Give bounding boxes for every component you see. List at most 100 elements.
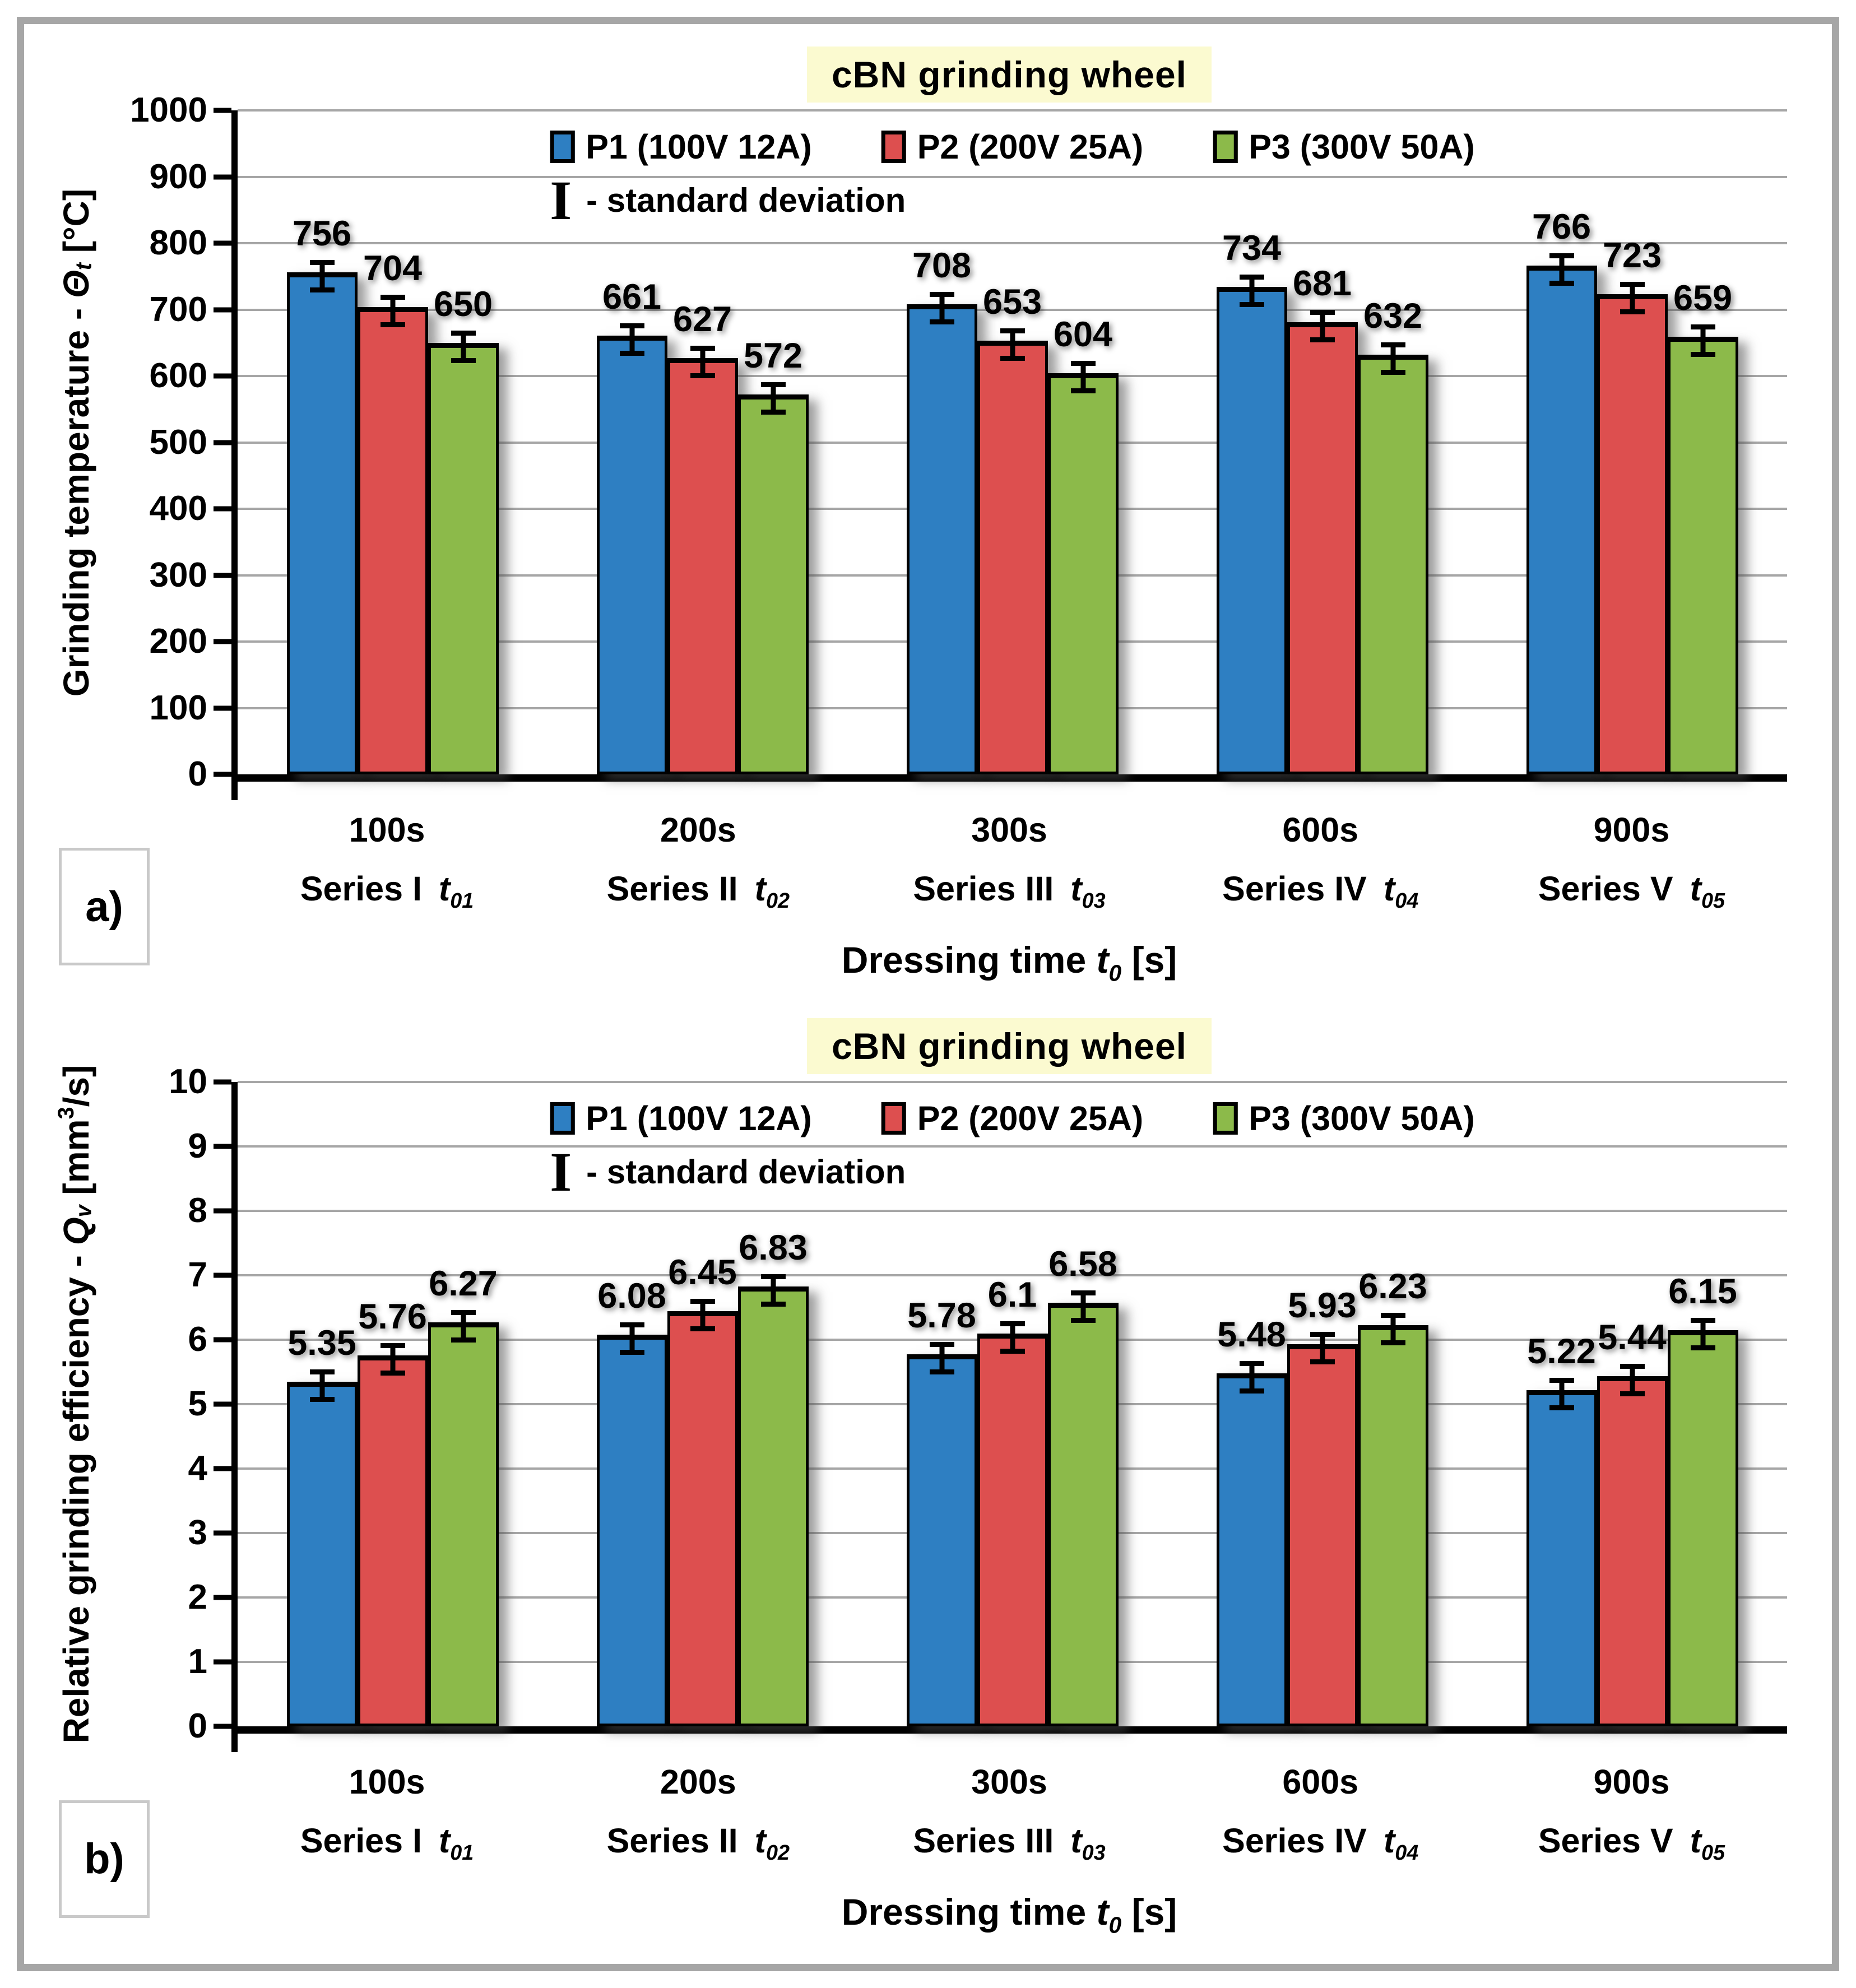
y-tick-label: 700 bbox=[149, 290, 207, 329]
bar-value-label: 681 bbox=[1292, 264, 1352, 304]
y-tick-mark bbox=[214, 1724, 231, 1729]
bar-p2: 704 bbox=[357, 250, 428, 774]
category-time-label: 100s bbox=[349, 1763, 425, 1801]
error-bar-line bbox=[461, 1310, 466, 1343]
y-tick-label: 5 bbox=[188, 1385, 207, 1424]
bar-p2: 681 bbox=[1287, 266, 1358, 774]
error-bar bbox=[1549, 1377, 1574, 1410]
bar-p3: 6.58 bbox=[1047, 1246, 1119, 1727]
y-tick-mark bbox=[214, 1595, 231, 1600]
category-200s: 200s Series II t02 bbox=[542, 813, 853, 912]
error-bar-line bbox=[390, 1343, 395, 1376]
series-name: Series III bbox=[913, 870, 1054, 908]
bar-p2: 5.76 bbox=[357, 1299, 428, 1727]
panel-label: a) bbox=[85, 882, 123, 931]
error-bar-bottom-cap bbox=[1070, 388, 1096, 394]
category-time-label: 100s bbox=[349, 811, 425, 849]
error-bar bbox=[1690, 1318, 1715, 1351]
series-t-subscript: 02 bbox=[765, 1841, 790, 1865]
bar-value-label: 734 bbox=[1222, 229, 1282, 268]
bar-value-label: 6.08 bbox=[597, 1276, 666, 1316]
bar-value-label: 6.23 bbox=[1358, 1266, 1427, 1306]
error-bar-line bbox=[1630, 282, 1635, 315]
plot-row: Relative grinding efficiency - Qv [mm3/s… bbox=[24, 1065, 1787, 1753]
error-bar-line bbox=[1559, 1377, 1564, 1410]
error-bar-line bbox=[319, 1369, 324, 1402]
figure-frame: cBN grinding wheel Grinding temperature -… bbox=[17, 17, 1839, 1971]
error-bar-bottom-cap bbox=[1239, 1388, 1264, 1394]
error-bar-line bbox=[390, 294, 395, 327]
bar-p2: 6.1 bbox=[977, 1277, 1048, 1727]
error-bar-bottom-cap bbox=[1549, 281, 1574, 286]
series-label: Series I t01 bbox=[231, 1824, 542, 1864]
error-bar bbox=[619, 1322, 644, 1355]
y-axis-symbol-subscript: t bbox=[71, 262, 96, 270]
error-bar-bottom-cap bbox=[1000, 1348, 1025, 1354]
category-time-label: 300s bbox=[971, 1763, 1047, 1801]
chart-title: cBN grinding wheel bbox=[806, 1018, 1212, 1075]
bar-value-label: 661 bbox=[602, 277, 662, 317]
y-tick-label: 8 bbox=[188, 1191, 207, 1230]
error-bar bbox=[1310, 1332, 1335, 1365]
bar-p3: 604 bbox=[1047, 317, 1119, 774]
y-tick-label: 9 bbox=[188, 1127, 207, 1166]
bar-value-label: 5.48 bbox=[1217, 1315, 1286, 1355]
category-600s: 600s Series IV t04 bbox=[1165, 1765, 1476, 1864]
series-t-symbol: t bbox=[1690, 1822, 1701, 1860]
series-label: Series III t03 bbox=[853, 872, 1164, 912]
legend-swatch-p1 bbox=[550, 1102, 575, 1135]
error-bar-line bbox=[1390, 342, 1395, 375]
gridline bbox=[238, 1210, 1787, 1213]
legend-items-row: P1 (100V 12A) P2 (200V 25A) P3 (300V 50A) bbox=[550, 1099, 1475, 1138]
bar-group: 766 723 659 bbox=[1477, 110, 1787, 774]
error-bar-bottom-cap bbox=[1380, 1340, 1405, 1345]
series-t-symbol: t bbox=[754, 870, 766, 908]
error-bar bbox=[1239, 1361, 1264, 1394]
y-tick-label: 0 bbox=[188, 755, 207, 793]
bar-p2: 5.93 bbox=[1287, 1288, 1358, 1727]
bar-value-label: 5.35 bbox=[287, 1323, 356, 1363]
legend-swatch-p3 bbox=[1213, 131, 1238, 163]
legend-item-label: P2 (200V 25A) bbox=[917, 128, 1144, 166]
series-name: Series III bbox=[913, 1822, 1054, 1860]
category-200s: 200s Series II t02 bbox=[542, 1765, 853, 1864]
error-bar-bottom-cap bbox=[690, 1326, 715, 1331]
panel-label-box: b) bbox=[59, 1800, 150, 1918]
series-label: Series II t02 bbox=[542, 872, 853, 912]
series-t-symbol: t bbox=[1383, 1822, 1395, 1860]
error-bar bbox=[309, 260, 335, 293]
bar-p2: 723 bbox=[1597, 238, 1668, 774]
error-bar-line bbox=[629, 1322, 634, 1355]
gridline bbox=[238, 1274, 1787, 1277]
category-time-label: 600s bbox=[1282, 811, 1359, 849]
error-bar-line bbox=[1320, 310, 1325, 343]
plot-row: Grinding temperature - Θt [°C] 1000 900 800… bbox=[24, 93, 1787, 800]
bar-group: 661 627 572 bbox=[547, 110, 857, 774]
gridline bbox=[238, 175, 1787, 178]
error-bar-bottom-cap bbox=[1000, 356, 1025, 361]
bar-p2: 653 bbox=[977, 285, 1048, 774]
bar-p3: 6.83 bbox=[737, 1230, 809, 1727]
error-bar-bottom-cap bbox=[1690, 352, 1715, 357]
y-axis-symbol: Q bbox=[55, 1217, 96, 1246]
stdev-note-text: - standard deviation bbox=[586, 182, 906, 219]
bar-value-label: 6.58 bbox=[1048, 1244, 1117, 1284]
series-label: Series III t03 bbox=[853, 1824, 1164, 1864]
series-name: Series V bbox=[1538, 1822, 1673, 1860]
bar-group: 5.48 5.93 6.23 bbox=[1167, 1082, 1477, 1727]
y-tick-mark bbox=[214, 1337, 231, 1343]
category-time-label: 900s bbox=[1593, 811, 1670, 849]
y-tick-label: 600 bbox=[149, 356, 207, 395]
bar-p3: 632 bbox=[1357, 299, 1428, 774]
legend-item-label: P1 (100V 12A) bbox=[586, 128, 812, 166]
panel-label-box: a) bbox=[59, 848, 150, 966]
bar-group: 5.22 5.44 6.15 bbox=[1477, 1082, 1787, 1727]
error-bar bbox=[1310, 310, 1335, 343]
y-tick-mark bbox=[214, 174, 231, 179]
legend: P1 (100V 12A) P2 (200V 25A) P3 (300V 50A) I… bbox=[550, 127, 1475, 228]
bar-p3: 650 bbox=[428, 286, 499, 774]
error-bar bbox=[760, 382, 786, 415]
bar-group: 5.78 6.1 6.58 bbox=[857, 1082, 1167, 1727]
y-axis-symbol-subscript: v bbox=[71, 1205, 96, 1218]
